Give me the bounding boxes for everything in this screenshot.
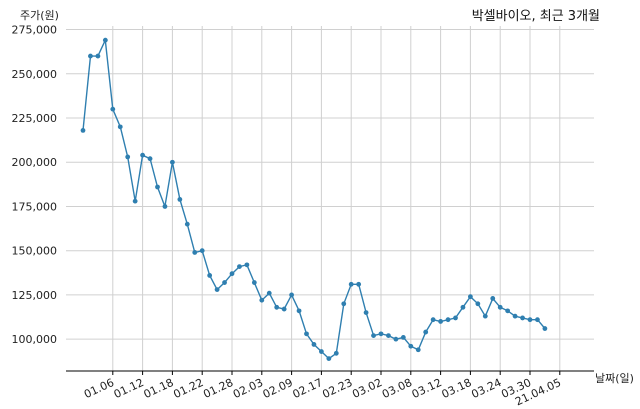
- price-data-points: [80, 37, 548, 362]
- x-tick-label: 02.03: [231, 376, 265, 401]
- data-point: [378, 331, 384, 337]
- data-point: [333, 350, 339, 356]
- x-tick-label: 01.18: [142, 376, 176, 401]
- data-point: [415, 347, 421, 353]
- data-point: [535, 317, 540, 323]
- data-point: [475, 301, 481, 307]
- data-point: [132, 198, 138, 204]
- data-point: [155, 184, 160, 190]
- y-tick-label: 250,000: [12, 68, 58, 81]
- x-tick-label: 01.22: [171, 376, 205, 401]
- y-tick-label: 150,000: [12, 245, 58, 258]
- data-point: [423, 329, 429, 335]
- y-axis-label: 주가(원): [20, 9, 59, 22]
- data-point: [207, 273, 213, 278]
- data-point: [274, 304, 280, 310]
- data-point: [363, 310, 369, 316]
- data-point: [147, 156, 153, 162]
- data-point: [341, 301, 347, 307]
- data-point: [177, 196, 183, 202]
- data-point: [229, 271, 235, 277]
- data-point: [386, 333, 391, 339]
- data-point: [237, 264, 242, 270]
- y-tick-label: 200,000: [12, 156, 58, 169]
- data-point: [199, 248, 205, 254]
- x-tick-label: 01.28: [201, 376, 235, 401]
- data-point: [80, 127, 86, 133]
- data-point: [192, 250, 198, 255]
- data-point: [244, 262, 250, 268]
- data-point: [184, 221, 190, 227]
- data-point: [266, 290, 272, 296]
- x-tick-label: 03.18: [440, 376, 474, 401]
- x-tick-label: 03.08: [380, 376, 414, 401]
- data-point: [326, 356, 332, 362]
- data-point: [319, 349, 324, 354]
- data-point: [445, 317, 451, 323]
- x-tick-label: 01.06: [82, 376, 116, 401]
- data-point: [512, 313, 518, 319]
- x-tick-label: 01.12: [112, 376, 146, 401]
- chart-title: 박셀바이오, 최근 3개월: [472, 9, 600, 24]
- data-point: [520, 315, 525, 321]
- data-point: [311, 342, 317, 347]
- grid-x: [112, 26, 561, 375]
- data-point: [527, 317, 533, 323]
- x-tick-label: 02.17: [291, 376, 325, 401]
- y-tick-labels: 100,000 125,000 150,000 175,000 200,000 225,0…: [12, 24, 58, 347]
- data-point: [110, 106, 116, 112]
- data-point: [251, 280, 257, 285]
- data-point: [438, 319, 443, 324]
- data-point: [170, 159, 175, 165]
- x-tick-label: 03.24: [469, 376, 503, 401]
- data-point: [468, 294, 473, 300]
- data-point: [393, 336, 399, 342]
- data-point: [505, 308, 511, 314]
- data-point: [348, 281, 354, 287]
- data-point: [304, 331, 309, 337]
- data-point: [88, 53, 93, 59]
- data-point: [453, 315, 458, 321]
- data-point: [497, 304, 503, 310]
- data-point: [259, 297, 265, 303]
- x-tick-label: 02.23: [320, 376, 354, 401]
- data-point: [408, 343, 414, 349]
- y-tick-label: 100,000: [12, 333, 58, 346]
- data-point: [117, 124, 123, 130]
- y-tick-label: 225,000: [12, 112, 58, 125]
- x-tick-label: 02.09: [261, 376, 295, 401]
- y-tick-label: 275,000: [12, 24, 58, 37]
- data-point: [289, 292, 294, 298]
- data-point: [490, 296, 496, 301]
- price-series-line: [82, 37, 546, 360]
- data-point: [356, 281, 362, 287]
- data-point: [214, 287, 220, 293]
- x-tick-label: 03.12: [410, 376, 444, 401]
- x-tick-label: 03.02: [350, 376, 384, 401]
- data-point: [430, 317, 436, 323]
- data-point: [400, 334, 406, 340]
- y-tick-label: 175,000: [12, 200, 58, 213]
- data-point: [460, 304, 466, 310]
- data-point: [542, 326, 548, 331]
- data-point: [102, 37, 108, 43]
- x-axis-label: 날짜(일): [595, 371, 634, 385]
- grid-y: [66, 29, 594, 340]
- data-point: [162, 204, 168, 209]
- data-point: [482, 313, 488, 319]
- data-point: [140, 152, 146, 158]
- data-point: [371, 333, 376, 339]
- y-tick-label: 125,000: [12, 289, 58, 302]
- data-point: [222, 280, 227, 285]
- x-tick-labels: 01.0601.1201.1801.2201.2802.0302.0902.17…: [82, 376, 563, 408]
- data-point: [95, 53, 101, 59]
- data-point: [296, 308, 302, 314]
- data-point: [125, 154, 131, 160]
- data-point: [281, 306, 287, 312]
